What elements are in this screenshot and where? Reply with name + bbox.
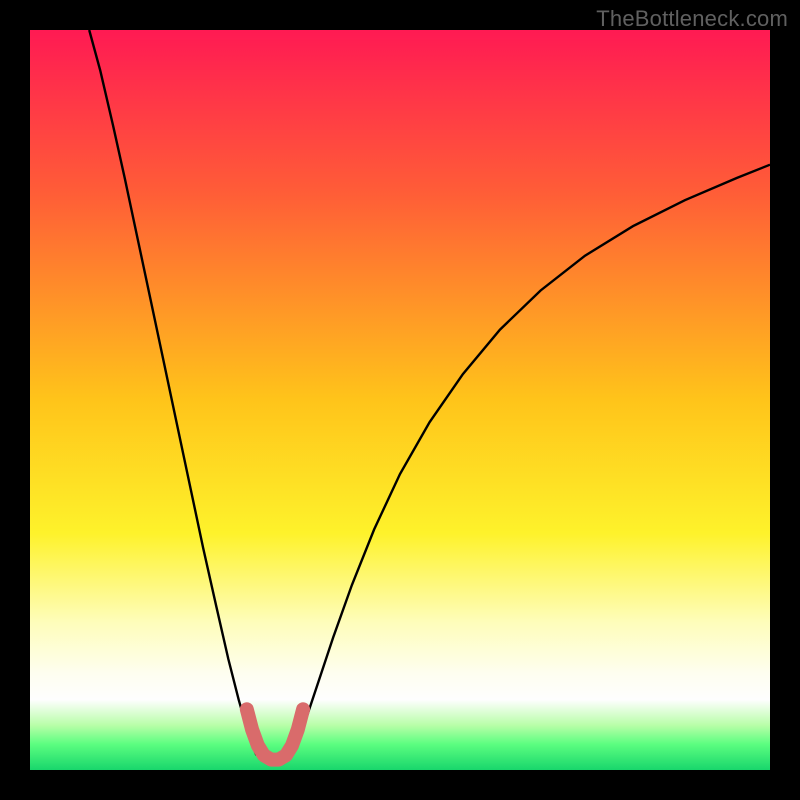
bottleneck-chart <box>0 0 800 800</box>
watermark-text: TheBottleneck.com <box>596 6 788 32</box>
plot-background <box>30 30 770 770</box>
chart-stage: TheBottleneck.com <box>0 0 800 800</box>
